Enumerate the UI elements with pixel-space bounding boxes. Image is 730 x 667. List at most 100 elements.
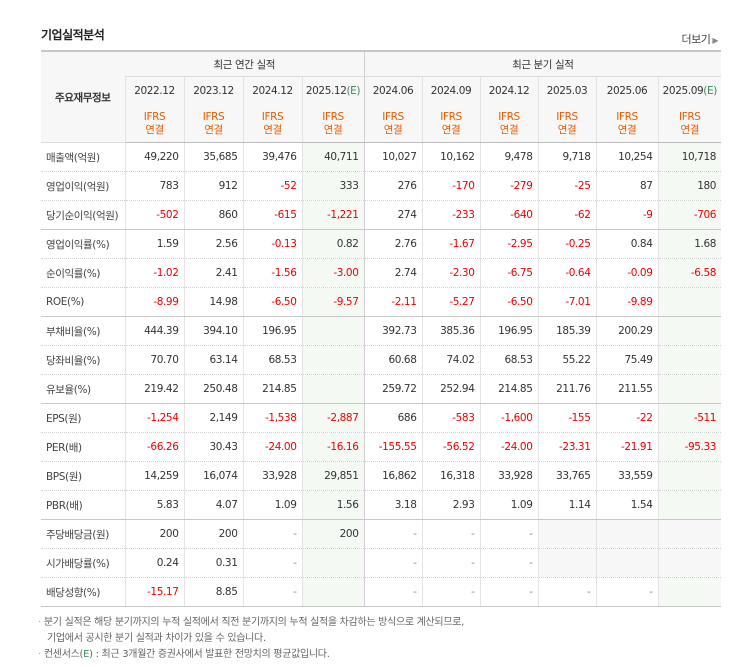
table-cell: 250.48 — [183, 374, 243, 404]
table-cell: 180 — [657, 171, 722, 201]
table-cell — [657, 548, 722, 578]
table-cell: - — [363, 548, 422, 578]
estimate-marker: (E) — [703, 85, 717, 97]
table-cell: -8.99 — [124, 287, 184, 317]
table-cell: -9.57 — [301, 287, 364, 317]
table-row: 당좌비율(%) 70.70 63.14 68.53 60.68 74.02 68.53 55.… — [41, 345, 722, 375]
table-cell: 0.82 — [301, 229, 364, 259]
row-label: 영업이익(억원) — [41, 171, 125, 201]
table-cell: 5.83 — [124, 490, 184, 520]
table-row: 시가배당률(%) 0.24 0.31- - - - — [41, 548, 722, 578]
table-cell: 60.68 — [363, 345, 422, 375]
row-label: 당좌비율(%) — [41, 345, 125, 375]
table-cell: -0.13 — [242, 229, 302, 259]
table-cell: -1,538 — [242, 403, 302, 433]
table-cell: 35,685 — [183, 142, 243, 172]
table-cell: 4.07 — [183, 490, 243, 520]
footnote-1: · 분기 실적은 해당 분기까지의 누적 실적에서 직전 분기까지의 누적 실적을… — [38, 617, 465, 628]
table-cell: 8.85 — [183, 577, 243, 607]
table-cell: 14,259 — [124, 461, 184, 491]
table-row: 매출액(억원) 49,220 35,685 39,476 40,711 10,027 10,… — [41, 142, 722, 172]
table-row: ROE(%) -8.99 14.98 -6.50 -9.57 -2.11 -5.27 -6.5… — [41, 287, 722, 317]
table-cell: 783 — [124, 171, 184, 201]
table-cell: - — [479, 548, 538, 578]
table-cell: - — [363, 519, 422, 549]
table-cell: 33,559 — [595, 461, 658, 491]
table-cell: 33,765 — [537, 461, 596, 491]
table-cell: 259.72 — [363, 374, 422, 404]
period-header: 2025.03 — [537, 76, 596, 105]
table-cell: -52 — [242, 171, 302, 201]
row-label: 매출액(억원) — [41, 142, 125, 172]
table-cell: 74.02 — [421, 345, 480, 375]
table-cell: 16,074 — [183, 461, 243, 491]
table-cell — [657, 490, 722, 520]
table-row: PBR(배) 5.83 4.07 1.09 1.56 3.18 2.93 1.09 1.14 1.… — [41, 490, 722, 520]
table-cell — [595, 548, 658, 578]
table-cell: -6.50 — [242, 287, 302, 317]
row-label: EPS(원) — [41, 403, 125, 433]
table-cell: -15.17 — [124, 577, 184, 607]
table-cell: 68.53 — [242, 345, 302, 375]
table-cell: 912 — [183, 171, 243, 201]
table-cell: - — [537, 577, 596, 607]
table-cell: -615 — [242, 200, 302, 230]
table-cell: 444.39 — [124, 316, 184, 346]
table-cell: - — [242, 548, 302, 578]
period-header: 2025.12(E) — [301, 76, 364, 105]
period-header: 2024.12 — [242, 76, 302, 105]
ifrs-header: IFRS 연결 — [242, 105, 302, 143]
table-cell: 2.93 — [421, 490, 480, 520]
table-cell: -2,887 — [301, 403, 364, 433]
table-cell: 16,862 — [363, 461, 422, 491]
table-row: 순이익률(%) -1.02 2.41 -1.56 -3.00 2.74 -2.30 -6.75… — [41, 258, 722, 288]
table-cell: 211.76 — [537, 374, 596, 404]
table-cell — [301, 316, 364, 346]
table-cell: 9,478 — [479, 142, 538, 172]
table-cell: -706 — [657, 200, 722, 230]
table-cell: - — [421, 577, 480, 607]
table-cell: 0.31 — [183, 548, 243, 578]
table-cell: 200.29 — [595, 316, 658, 346]
period-header: 2024.12 — [479, 76, 538, 105]
table-cell: - — [421, 548, 480, 578]
table-cell: 63.14 — [183, 345, 243, 375]
table-cell: 70.70 — [124, 345, 184, 375]
table-cell: -23.31 — [537, 432, 596, 462]
table-cell: -56.52 — [421, 432, 480, 462]
table-cell: 252.94 — [421, 374, 480, 404]
table-cell: -155.55 — [363, 432, 422, 462]
ifrs-header: IFRS 연결 — [124, 105, 184, 143]
table-cell: - — [479, 519, 538, 549]
table-cell: 87 — [595, 171, 658, 201]
financial-table: 주요재무정보 최근 연간 실적 최근 분기 실적 2022.12 2023.12 2… — [41, 50, 722, 607]
table-cell: 214.85 — [242, 374, 302, 404]
ifrs-header: IFRS 연결 — [301, 105, 364, 143]
table-cell: -0.25 — [537, 229, 596, 259]
table-cell — [301, 577, 364, 607]
chevron-right-icon: ▶ — [712, 36, 718, 45]
table-cell: - — [242, 519, 302, 549]
row-label: PER(배) — [41, 432, 125, 462]
table-cell: 49,220 — [124, 142, 184, 172]
table-cell: 40,711 — [301, 142, 364, 172]
table-cell: - — [242, 577, 302, 607]
table-cell: -6.58 — [657, 258, 722, 288]
table-cell: 860 — [183, 200, 243, 230]
period-header: 2025.06 — [595, 76, 658, 105]
ifrs-header: IFRS 연결 — [595, 105, 658, 143]
table-cell: 2,149 — [183, 403, 243, 433]
more-link[interactable]: 더보기 ▶ — [681, 31, 718, 47]
table-cell: 2.41 — [183, 258, 243, 288]
row-label: ROE(%) — [41, 287, 125, 317]
table-cell: -640 — [479, 200, 538, 230]
table-cell — [657, 461, 722, 491]
table-cell — [657, 374, 722, 404]
table-cell: -62 — [537, 200, 596, 230]
table-cell: 75.49 — [595, 345, 658, 375]
table-cell: -25 — [537, 171, 596, 201]
table-row: 유보율(%) 219.42 250.48 214.85 259.72 252.94 214.… — [41, 374, 722, 404]
table-cell: 33,928 — [242, 461, 302, 491]
section-title: 기업실적분석 — [41, 28, 105, 42]
table-cell: -2.11 — [363, 287, 422, 317]
